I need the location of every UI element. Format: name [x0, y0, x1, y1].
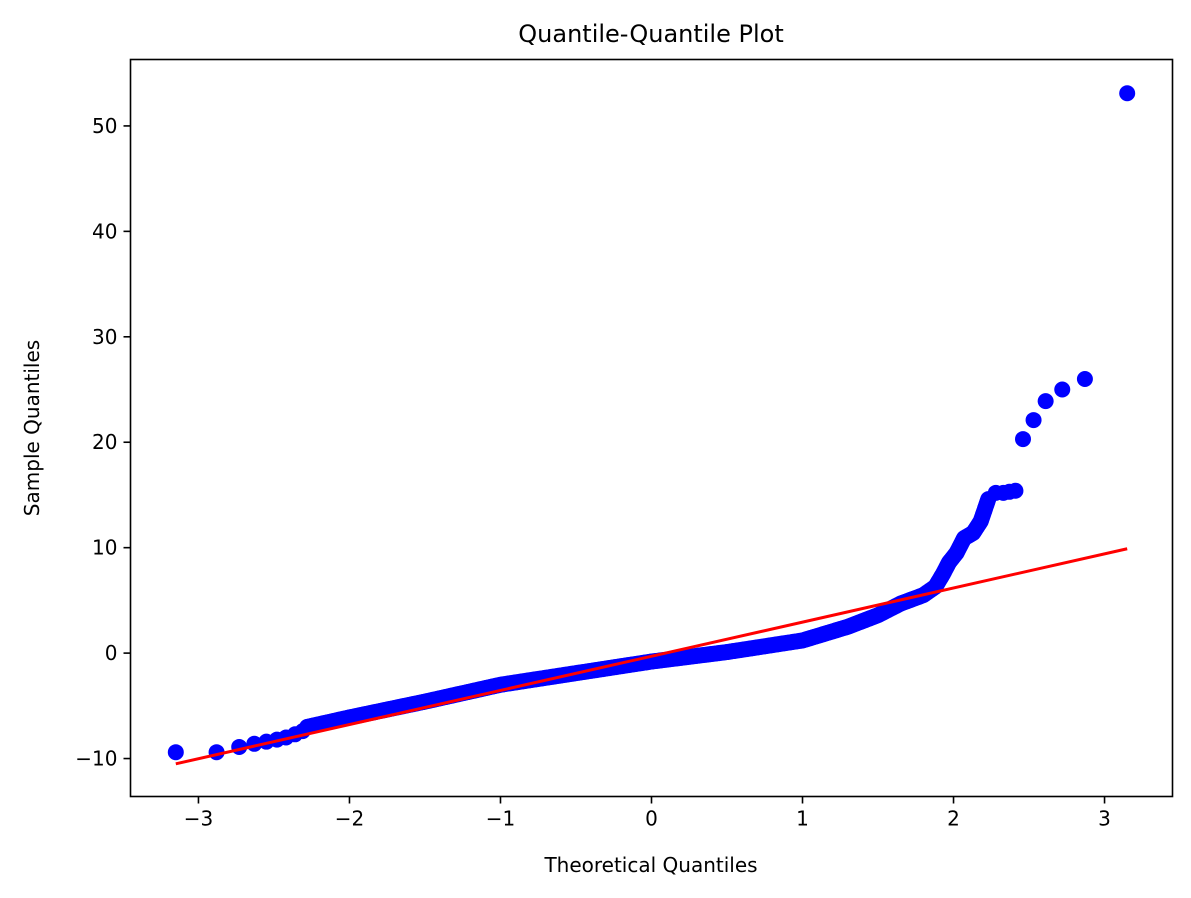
- y-tick-label: 0: [105, 641, 118, 665]
- y-tick-label: 40: [92, 219, 117, 243]
- x-tick-label: −1: [486, 807, 515, 831]
- chart-title: Quantile-Quantile Plot: [518, 20, 783, 48]
- data-point: [1037, 393, 1054, 410]
- data-point: [1054, 381, 1071, 398]
- data-point: [1076, 370, 1093, 387]
- y-tick-label: −10: [75, 747, 117, 771]
- reference-line-group: [175, 547, 1128, 766]
- data-point: [1014, 431, 1031, 448]
- x-tick-label: −2: [335, 807, 364, 831]
- y-axis-label: Sample Quantiles: [20, 340, 44, 516]
- x-tick-label: 2: [947, 807, 960, 831]
- x-tick-label: −3: [184, 807, 213, 831]
- plot-frame: [129, 58, 1174, 798]
- data-point: [1119, 85, 1136, 102]
- y-tick-label: 10: [92, 536, 117, 560]
- data-points: [167, 85, 1136, 761]
- y-tick-label: 20: [92, 430, 117, 454]
- data-point: [167, 744, 184, 761]
- x-tick-label: 3: [1098, 807, 1111, 831]
- x-tick-label: 1: [796, 807, 809, 831]
- x-tick-label: 0: [645, 807, 658, 831]
- data-point: [1007, 482, 1024, 499]
- data-point: [1025, 412, 1042, 429]
- x-axis-label: Theoretical Quantiles: [543, 853, 757, 877]
- reference-line: [175, 547, 1128, 766]
- plot-area: [129, 58, 1174, 798]
- y-tick-label: 30: [92, 325, 117, 349]
- y-tick-label: 50: [92, 114, 117, 138]
